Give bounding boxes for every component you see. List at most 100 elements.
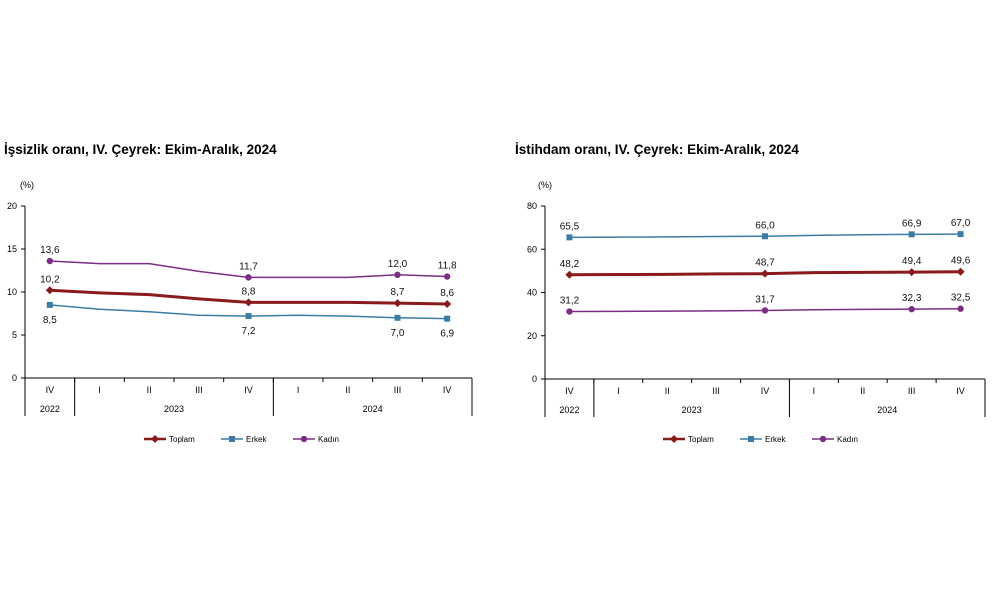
data-point: [46, 301, 53, 308]
y-tick-label: 20: [7, 201, 17, 211]
data-point: [761, 307, 769, 314]
data-label: 6,9: [440, 329, 454, 340]
data-point: [245, 274, 252, 281]
x-tick-label: IV: [244, 385, 253, 395]
legend-label: Toplam: [688, 435, 714, 444]
y-tick-label: 40: [527, 288, 537, 298]
x-tick-label: I: [617, 386, 620, 396]
data-point: [244, 298, 253, 307]
y-tick-label: 5: [12, 330, 17, 340]
legend-marker: [748, 436, 754, 442]
data-label: 31,7: [755, 294, 775, 305]
data-point: [565, 270, 574, 279]
legend-label: Toplam: [169, 435, 195, 444]
x-tick-label: I: [297, 385, 300, 395]
data-label: 32,5: [951, 293, 971, 304]
data-label: 32,3: [902, 293, 922, 304]
data-point: [443, 273, 451, 280]
unemployment-chart-panel: İşsizlik oranı, IV. Çeyrek: Ekim-Aralık,…: [4, 130, 474, 460]
data-point: [566, 234, 573, 241]
data-label: 66,0: [755, 220, 775, 231]
chart-title: İşsizlik oranı, IV. Çeyrek: Ekim-Aralık,…: [4, 142, 277, 157]
data-label: 66,9: [902, 218, 922, 229]
y-tick-label: 15: [7, 244, 17, 254]
x-tick-label: IV: [443, 385, 452, 395]
x-tick-label: IV: [565, 386, 574, 396]
data-point: [762, 233, 768, 240]
data-point: [444, 315, 451, 322]
data-point: [957, 305, 964, 312]
data-point: [245, 313, 252, 320]
x-tick-label: I: [98, 385, 101, 395]
data-point: [566, 308, 573, 315]
data-point: [46, 257, 54, 265]
data-point: [761, 269, 769, 278]
legend-label: Kadın: [837, 435, 858, 444]
legend-label: Kadın: [318, 435, 339, 444]
data-label: 10,2: [40, 274, 60, 285]
data-label: 8,8: [242, 286, 256, 297]
year-label: 2023: [682, 405, 702, 415]
x-tick-label: II: [665, 386, 670, 396]
data-label: 8,6: [440, 288, 454, 299]
data-label: 7,2: [242, 326, 256, 337]
year-label: 2023: [164, 404, 184, 414]
legend-label: Erkek: [765, 435, 786, 444]
data-label: 67,0: [951, 218, 971, 229]
x-tick-label: III: [195, 385, 203, 395]
legend-marker: [300, 435, 308, 443]
y-unit-label: (%): [538, 180, 552, 190]
x-tick-label: IV: [46, 385, 55, 395]
year-label: 2024: [363, 404, 383, 414]
x-tick-label: II: [147, 385, 152, 395]
chart-title: İstihdam oranı, IV. Çeyrek: Ekim-Aralık,…: [515, 142, 799, 157]
x-tick-label: I: [813, 386, 816, 396]
x-tick-label: III: [712, 386, 720, 396]
employment-chart-panel: İstihdam oranı, IV. Çeyrek: Ekim-Aralık,…: [515, 130, 986, 460]
data-label: 49,6: [951, 256, 971, 267]
data-point: [393, 299, 402, 308]
data-label: 65,5: [560, 221, 580, 232]
legend-label: Erkek: [246, 435, 267, 444]
data-point: [45, 286, 54, 295]
year-label: 2024: [877, 405, 897, 415]
legend-marker: [819, 435, 827, 443]
data-label: 8,7: [391, 287, 405, 298]
data-label: 48,2: [560, 259, 580, 270]
legend-marker: [151, 435, 159, 443]
data-point: [908, 305, 915, 313]
x-tick-label: III: [394, 385, 402, 395]
data-label: 12,0: [388, 259, 408, 270]
data-label: 11,7: [239, 261, 258, 272]
year-label: 2022: [559, 405, 579, 415]
data-point: [908, 231, 915, 238]
year-label: 2022: [40, 404, 60, 414]
x-tick-label: III: [908, 386, 916, 396]
y-tick-label: 0: [532, 374, 537, 384]
data-label: 49,4: [902, 256, 922, 267]
data-point: [394, 314, 401, 321]
legend-marker: [229, 436, 235, 442]
data-point: [443, 300, 452, 309]
y-tick-label: 80: [527, 201, 537, 211]
data-point: [956, 267, 965, 276]
x-tick-label: II: [345, 385, 350, 395]
y-unit-label: (%): [20, 180, 34, 190]
y-tick-label: 60: [527, 244, 537, 254]
y-tick-label: 0: [12, 373, 17, 383]
data-point: [957, 231, 964, 238]
data-label: 31,2: [560, 296, 580, 307]
data-label: 13,6: [40, 245, 60, 256]
data-label: 7,0: [391, 328, 405, 339]
y-tick-label: 20: [527, 331, 537, 341]
x-tick-label: IV: [761, 386, 770, 396]
x-tick-label: IV: [956, 386, 965, 396]
x-tick-label: II: [860, 386, 865, 396]
y-tick-label: 10: [7, 287, 17, 297]
data-label: 11,8: [438, 261, 457, 272]
data-point: [907, 268, 916, 277]
legend-marker: [670, 435, 678, 443]
data-label: 8,5: [43, 315, 57, 326]
